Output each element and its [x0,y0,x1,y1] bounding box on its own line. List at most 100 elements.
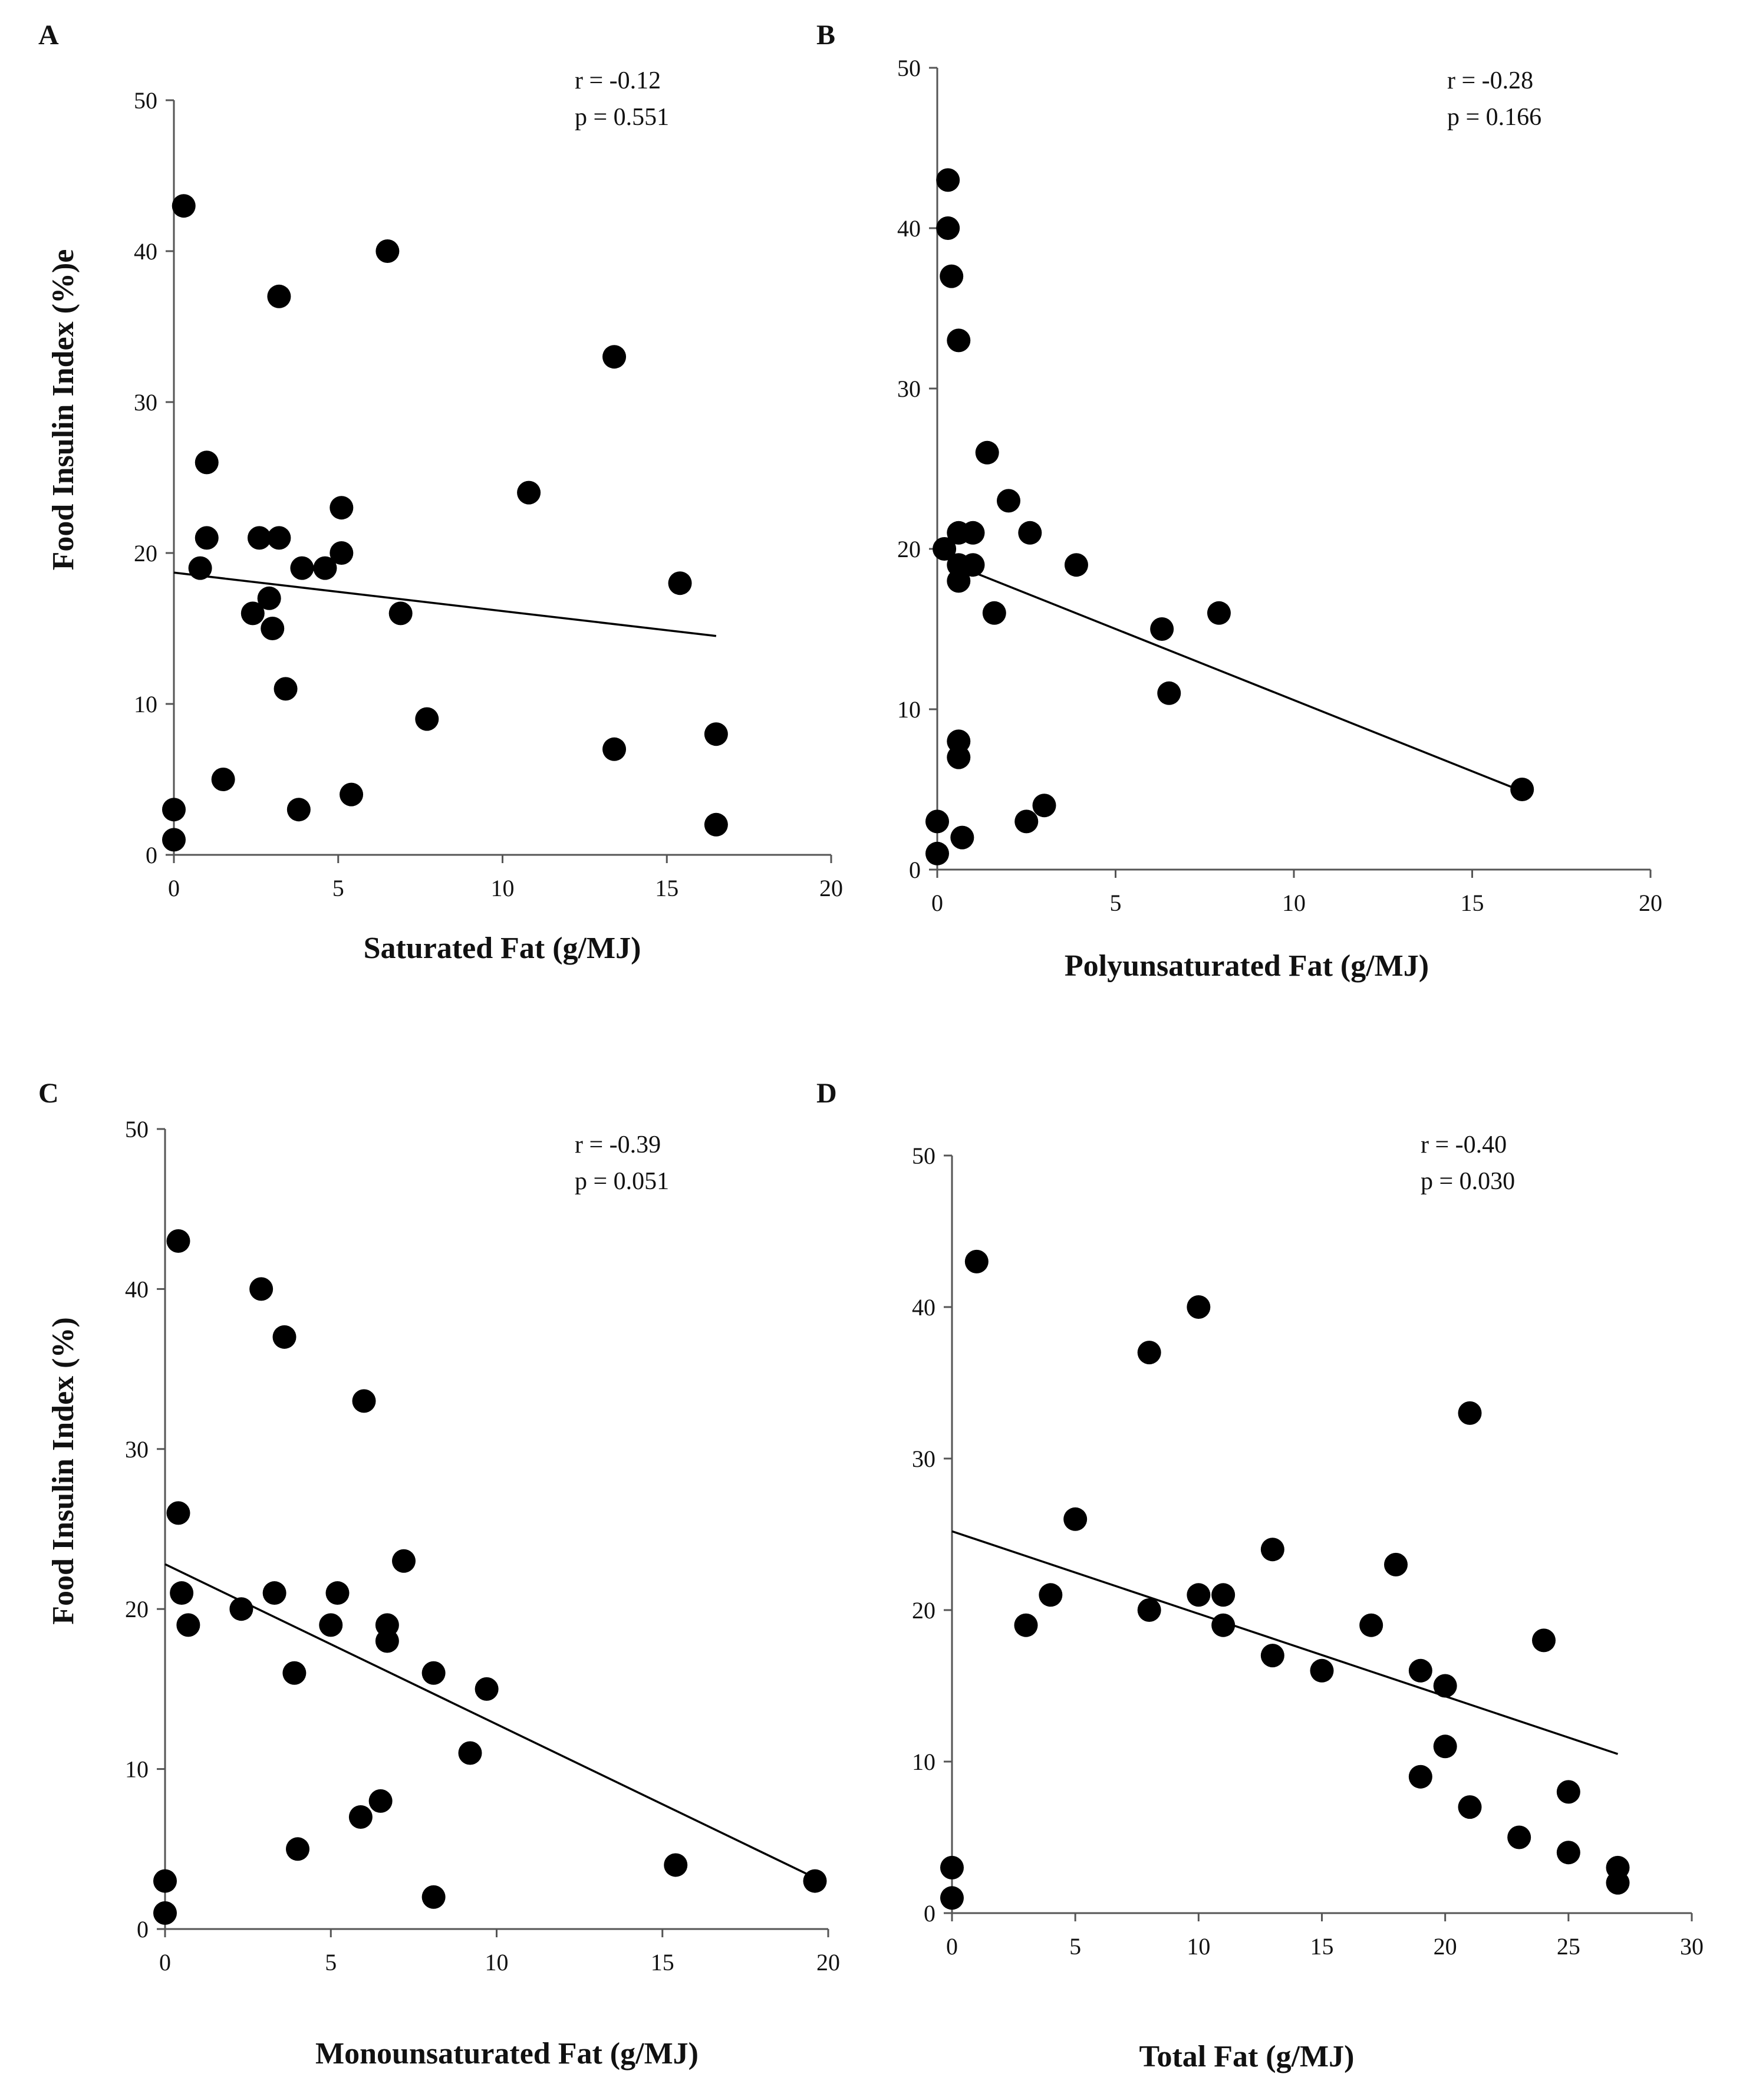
panel-a: A Food Insulin Index (%)e Saturated Fat … [38,19,843,965]
panel-a-x-tick-label: 15 [655,875,678,901]
panel-b-y-tick-label: 20 [897,536,921,562]
panel-c-data-point [286,1837,309,1861]
panel-d-data-point [1310,1658,1334,1683]
panel-d-data-point [1556,1841,1580,1865]
panel-c-data-point [166,1501,190,1525]
panel-d-data-point [1260,1644,1284,1668]
panel-c-data-point [458,1741,482,1765]
panel-d-data-point [1137,1341,1161,1365]
panel-a-data-point [257,586,281,610]
panel-a-data-point [602,737,627,761]
panel-c-y-tick-label: 0 [137,1916,149,1943]
panel-b-data-point [925,841,949,865]
panel-a-data-point [172,194,196,218]
panel-c-x-tick-label: 5 [325,1949,337,1976]
panel-c-data-point [153,1901,177,1925]
panel-b-x-tick-label: 15 [1461,890,1484,916]
panel-b-data-point [975,440,999,465]
panel-a-y-tick-label: 30 [134,389,157,416]
panel-a-p-value: p = 0.551 [575,104,669,131]
panel-c-data-point [348,1805,373,1829]
panel-a-data-point [415,707,439,731]
panel-c-y-tick-label: 30 [125,1436,149,1463]
panel-b-data-point [947,745,971,769]
panel-a-data-point [286,798,311,822]
panel-b-data-point [936,216,960,240]
panel-b-data-point [1018,521,1042,545]
panel-b-r-value: r = -0.28 [1447,67,1533,94]
panel-d-data-point [1137,1598,1161,1622]
panel-d-data-point [964,1249,989,1273]
panel-d-data-point [1556,1780,1580,1804]
panel-b-data-point [947,569,971,593]
panel-c-data-point [176,1613,200,1637]
panel-b-data-point [933,537,957,561]
panel-c-data-point [368,1789,393,1813]
panel-b-plot: 0 10 20 30 40 50 0 5 10 15 20 [897,55,1662,916]
panel-a-y-tick-label: 10 [134,691,157,717]
panel-c-data-point [421,1661,446,1685]
panel-b-data-point [1157,681,1181,705]
panel-b-data-point [940,264,964,288]
panel-b-data-point [1207,601,1231,625]
panel-d-data-point [1433,1734,1457,1759]
panel-a-xlabel: Saturated Fat (g/MJ) [364,931,641,965]
panel-d-y-tick-label: 50 [912,1143,935,1169]
panel-a-data-point [668,571,692,595]
panel-c-data-point [325,1581,350,1605]
panel-c-y-tick-label: 40 [125,1276,149,1302]
panel-d-x-tick-label: 15 [1310,1933,1334,1960]
panel-d-data-point [1187,1583,1211,1607]
panel-a-data-point [267,284,291,308]
panel-a-data-point [162,828,186,852]
panel-b-data-point [961,553,985,577]
panel-a-r-value: r = -0.12 [575,67,661,94]
panel-letter-b: B [816,19,835,51]
panel-a-y-tick-label: 0 [146,842,157,868]
panel-d-data-point [1211,1583,1236,1607]
panel-c-data-point [249,1277,274,1301]
panel-d-data-point [1532,1628,1556,1653]
panel-a-y-tick-label: 50 [134,87,157,114]
panel-d-y-tick-label: 40 [912,1294,935,1321]
panel-a-x-tick-label: 10 [491,875,515,901]
panel-a-data-point [330,496,354,520]
panel-a-data-point [313,556,337,580]
panel-letter-a: A [38,19,59,51]
panel-b-y-tick-label: 30 [897,376,921,402]
panel-a-y-tick-label: 20 [134,540,157,567]
panel-c-data-point [170,1581,194,1605]
panel-d-y-tick-label: 10 [912,1749,935,1775]
panel-b-data-point [950,825,974,850]
panel-b-y-tick-label: 50 [897,55,921,81]
panel-c-y-tick-label: 50 [125,1116,149,1143]
panel-d-y-tick-label: 0 [924,1900,935,1927]
panel-a-data-point [704,812,728,837]
panel-c-data-point [282,1661,307,1685]
panel-b-y-tick-label: 10 [897,696,921,723]
panel-b-y-tick-label: 0 [909,857,921,883]
panel-c-x-tick-label: 10 [485,1949,509,1976]
panel-a-data-point [704,722,728,746]
panel-a-data-point [162,798,186,822]
panel-b-data-point [1032,794,1056,818]
panel-d-data-point [1507,1825,1531,1849]
panel-a-data-point [247,526,271,550]
panel-d-x-tick-label: 30 [1680,1933,1704,1960]
panel-d-data-point [1408,1765,1432,1789]
panel-c-r-value: r = -0.39 [575,1131,661,1158]
panel-c-y-tick-label: 10 [125,1756,149,1783]
panel-d-data-point [1014,1613,1038,1637]
panel-d-data-point [1433,1674,1457,1698]
panel-d-data-point [1039,1583,1063,1607]
panel-b-data-point [982,601,1006,625]
panel-b-data-point [997,489,1020,513]
panel-d-data-point [940,1886,964,1910]
panel-d-r-value: r = -0.40 [1421,1131,1507,1158]
panel-d-data-point [1384,1552,1408,1576]
panel-c-x-tick-label: 15 [651,1949,674,1976]
panel-b-x-tick-label: 10 [1282,890,1306,916]
panel-a-data-point [290,556,314,580]
panel-letter-c: C [38,1078,59,1109]
